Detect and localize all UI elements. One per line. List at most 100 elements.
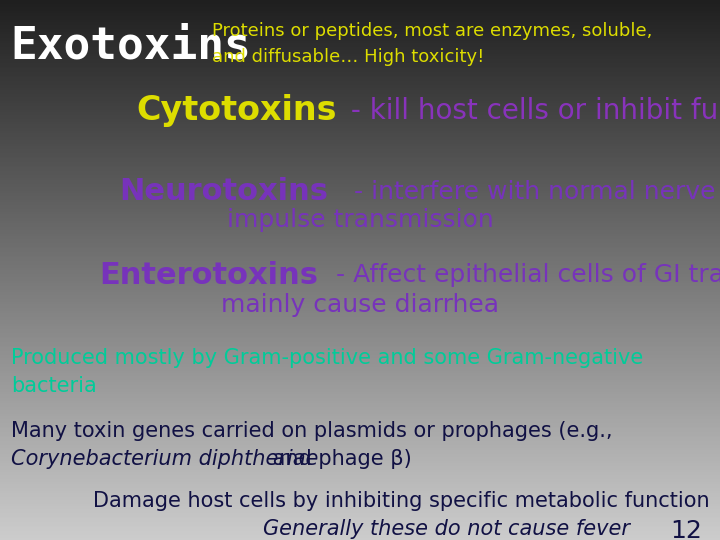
Bar <box>0 493 720 495</box>
Bar <box>0 319 720 320</box>
Bar <box>0 173 720 174</box>
Bar <box>0 153 720 155</box>
Bar <box>0 77 720 79</box>
Bar <box>0 444 720 447</box>
Bar <box>0 212 720 214</box>
Bar <box>0 0 720 2</box>
Bar <box>0 265 720 266</box>
Bar <box>0 536 720 538</box>
Bar <box>0 425 720 427</box>
Bar <box>0 238 720 239</box>
Bar <box>0 403 720 405</box>
Bar <box>0 83 720 85</box>
Bar <box>0 286 720 288</box>
Bar <box>0 282 720 285</box>
Bar <box>0 74 720 76</box>
Bar <box>0 369 720 371</box>
Bar <box>0 417 720 420</box>
Bar <box>0 504 720 506</box>
Text: Corynebacterium diphtheriae: Corynebacterium diphtheriae <box>11 449 318 469</box>
Bar <box>0 407 720 409</box>
Text: Generally these do not cause fever: Generally these do not cause fever <box>263 519 630 539</box>
Bar <box>0 93 720 96</box>
Bar <box>0 522 720 524</box>
Bar <box>0 340 720 342</box>
Bar <box>0 34 720 36</box>
Bar <box>0 4 720 5</box>
Bar <box>0 427 720 428</box>
Bar <box>0 459 720 461</box>
Bar <box>0 362 720 363</box>
Bar <box>0 137 720 139</box>
Bar <box>0 528 720 529</box>
Bar <box>0 285 720 286</box>
Bar <box>0 49 720 50</box>
Bar <box>0 461 720 463</box>
Bar <box>0 23 720 25</box>
Bar <box>0 272 720 274</box>
Bar <box>0 484 720 486</box>
Bar <box>0 299 720 301</box>
Bar <box>0 495 720 497</box>
Text: impulse transmission: impulse transmission <box>227 208 493 232</box>
Bar <box>0 225 720 227</box>
Bar <box>0 335 720 336</box>
Bar <box>0 520 720 522</box>
Text: Damage host cells by inhibiting specific metabolic function: Damage host cells by inhibiting specific… <box>93 491 709 511</box>
Bar <box>0 356 720 358</box>
Bar <box>0 119 720 120</box>
Bar <box>0 69 720 70</box>
Bar <box>0 412 720 414</box>
Bar <box>0 147 720 150</box>
Bar <box>0 430 720 432</box>
Bar <box>0 96 720 97</box>
Bar <box>0 241 720 243</box>
Bar <box>0 200 720 201</box>
Bar <box>0 123 720 124</box>
Bar <box>0 174 720 177</box>
Bar <box>0 398 720 400</box>
Bar <box>0 389 720 390</box>
Bar <box>0 135 720 137</box>
Bar <box>0 376 720 378</box>
Bar <box>0 275 720 277</box>
Bar <box>0 31 720 32</box>
Bar <box>0 320 720 322</box>
Bar <box>0 214 720 216</box>
Bar <box>0 86 720 88</box>
Bar <box>0 481 720 482</box>
Bar <box>0 228 720 231</box>
Bar <box>0 312 720 313</box>
Bar <box>0 434 720 436</box>
Bar <box>0 471 720 474</box>
Bar <box>0 227 720 228</box>
Bar <box>0 169 720 171</box>
Bar <box>0 315 720 317</box>
Text: Cytotoxins: Cytotoxins <box>137 94 337 127</box>
Bar <box>0 259 720 261</box>
Bar <box>0 279 720 281</box>
Bar <box>0 209 720 211</box>
Bar <box>0 409 720 410</box>
Bar <box>0 400 720 401</box>
Bar <box>0 43 720 45</box>
Text: Enterotoxins: Enterotoxins <box>99 261 318 290</box>
Bar <box>0 518 720 520</box>
Bar <box>0 133 720 135</box>
Bar <box>0 20 720 22</box>
Bar <box>0 531 720 533</box>
Bar <box>0 308 720 309</box>
Bar <box>0 252 720 254</box>
Bar <box>0 150 720 151</box>
Bar <box>0 443 720 444</box>
Bar <box>0 268 720 270</box>
Bar <box>0 221 720 223</box>
Bar <box>0 373 720 374</box>
Bar <box>0 182 720 184</box>
Bar <box>0 81 720 83</box>
Bar <box>0 103 720 104</box>
Bar <box>0 193 720 194</box>
Bar <box>0 223 720 225</box>
Bar <box>0 360 720 362</box>
Bar <box>0 22 720 23</box>
